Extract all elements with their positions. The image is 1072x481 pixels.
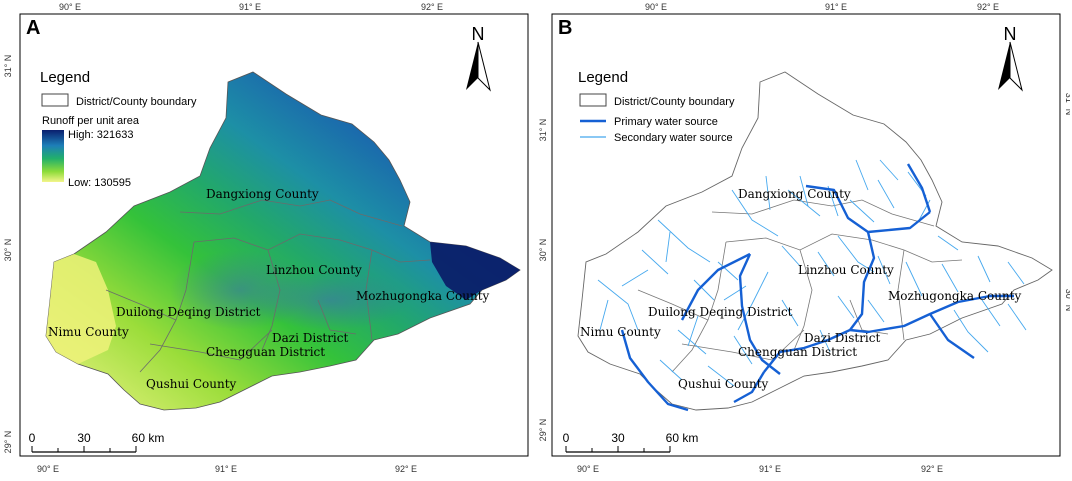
legend-color-ramp (42, 130, 64, 182)
region-label: Nimu County (48, 325, 129, 339)
district-boundaries (105, 199, 431, 373)
lat-tick: 29° N (3, 431, 13, 454)
scale-tick: 60 km (666, 431, 699, 445)
legend-boundary-label: District/County boundary (76, 96, 197, 108)
region-label: Dangxiong County (738, 187, 851, 201)
lat-tick: 31° N (3, 55, 13, 78)
scale-tick: 30 (611, 431, 625, 445)
legend-title: Legend (578, 69, 628, 86)
panel-letter: A (26, 17, 40, 39)
scale-tick: 0 (563, 431, 570, 445)
lat-tick: 31° N (538, 119, 548, 142)
legend-boundary-label: District/County boundary (614, 96, 735, 108)
region-label: Linzhou County (266, 263, 362, 277)
legend-title: Legend (40, 69, 90, 86)
lowland-area (46, 254, 116, 364)
secondary-streams (597, 159, 1027, 387)
water-source-map: N B Legend District/County boundary Prim… (538, 2, 1072, 474)
region-label: Dazi District (272, 331, 348, 345)
lon-tick-top: 92° E (977, 2, 999, 12)
lat-tick-right: 31° N (1064, 93, 1070, 116)
lon-tick-bottom: 91° E (215, 464, 237, 474)
scale-tick: 60 km (132, 431, 165, 445)
region-labels: Dangxiong County Linzhou County Mozhugon… (580, 187, 1022, 391)
legend-runoff-title: Runoff per unit area (42, 115, 140, 127)
legend-primary-label: Primary water source (614, 116, 718, 128)
map-frame (551, 13, 1061, 457)
lon-tick-bottom: 92° E (395, 464, 417, 474)
scale-tick: 30 (77, 431, 91, 445)
region-label: Dangxiong County (206, 187, 319, 201)
region-label: Nimu County (580, 325, 661, 339)
high-runoff-area (430, 242, 520, 300)
region-label: Duilong Deqing District (116, 305, 261, 319)
region-label: Chengguan District (738, 345, 857, 359)
study-region-fill (45, 71, 521, 411)
lat-tick: 29° N (538, 419, 548, 442)
graticule-labels: 90° E 91° E 92° E 90° E 91° E 92° E 31° … (3, 2, 443, 474)
legend-secondary-label: Secondary water source (614, 132, 733, 144)
north-label: N (472, 24, 485, 44)
region-label: Mozhugongka County (356, 289, 490, 303)
lon-tick-bottom: 90° E (37, 464, 59, 474)
legend-boundary-swatch (579, 93, 607, 107)
lon-tick-bottom: 90° E (577, 464, 599, 474)
runoff-map: N A Legend District/County boundary Runo… (3, 2, 529, 474)
map-frame (19, 13, 529, 457)
study-region-outline (577, 71, 1053, 411)
panel-letter: B (558, 17, 572, 39)
region-label: Linzhou County (798, 263, 894, 277)
lon-tick-top: 92° E (421, 2, 443, 12)
region-label: Qushui County (146, 377, 237, 391)
lon-tick-top: 91° E (239, 2, 261, 12)
scale-bar (565, 446, 671, 453)
north-arrow-icon (998, 41, 1023, 92)
legend-low-label: Low: 130595 (68, 177, 131, 189)
primary-streams (620, 163, 1014, 412)
valley-shading (250, 270, 410, 330)
district-boundaries (637, 199, 963, 373)
graticule-labels: 90° E 91° E 92° E 90° E 91° E 92° E 31° … (538, 2, 1072, 474)
lon-tick-bottom: 91° E (759, 464, 781, 474)
map-panel-b: N B Legend District/County boundary Prim… (538, 0, 1072, 476)
region-label: Chengguan District (206, 345, 325, 359)
lat-tick: 30° N (3, 239, 13, 262)
scale-tick: 0 (29, 431, 36, 445)
lon-tick-bottom: 92° E (921, 464, 943, 474)
lat-tick-right: 30° N (1064, 289, 1070, 312)
lon-tick-top: 91° E (825, 2, 847, 12)
legend-high-label: High: 321633 (68, 129, 133, 141)
region-labels: Dangxiong County Linzhou County Mozhugon… (48, 187, 490, 391)
region-label: Duilong Deqing District (648, 305, 793, 319)
lon-tick-top: 90° E (59, 2, 81, 12)
scale-bar (31, 446, 137, 453)
north-label: N (1004, 24, 1017, 44)
region-label: Qushui County (678, 377, 769, 391)
north-arrow-icon (466, 41, 491, 92)
lon-tick-top: 90° E (645, 2, 667, 12)
legend-boundary-swatch (41, 93, 69, 107)
map-panel-a: N A Legend District/County boundary Runo… (0, 0, 532, 476)
region-label: Dazi District (804, 331, 880, 345)
lat-tick: 30° N (538, 239, 548, 262)
region-label: Mozhugongka County (888, 289, 1022, 303)
